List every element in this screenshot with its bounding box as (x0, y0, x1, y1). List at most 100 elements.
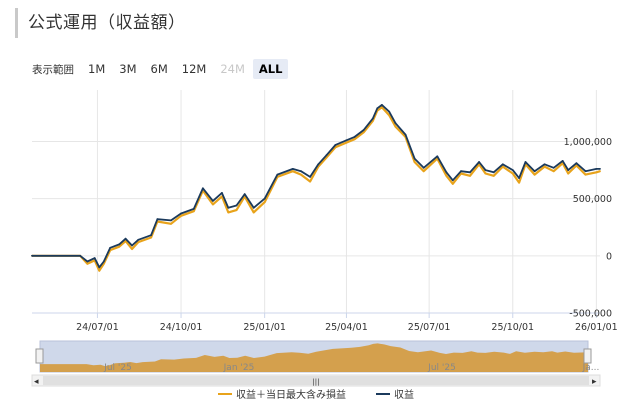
scrollbar[interactable]: ◂ ▸ ||| (31, 374, 601, 387)
series-1-point (345, 141, 348, 144)
series-2-point (381, 104, 383, 106)
x-tick-label: 24/10/01 (160, 322, 203, 333)
y-tick-label: 500,000 (573, 194, 612, 205)
series-1-point (501, 165, 504, 168)
series-1-point (451, 182, 454, 185)
x-axis-ticks: 24/07/01 24/10/01 25/01/01 25/04/01 25/07/01… (76, 322, 618, 333)
series-2-point (235, 204, 238, 207)
scrollbar-thumb[interactable] (43, 376, 589, 385)
series-1-point (227, 211, 230, 214)
series-1-point (533, 173, 536, 176)
legend-label-1: 収益＋当日最大含み損益 (236, 388, 346, 401)
range-button-12m[interactable]: 12M (181, 62, 207, 76)
plot-area (31, 104, 601, 272)
series-1-point (86, 262, 89, 265)
series-1-point (422, 170, 425, 173)
series-line-2 (32, 104, 600, 269)
range-button-3m[interactable]: 3M (119, 62, 137, 76)
grip-lines-icon[interactable]: ||| (312, 378, 319, 386)
series-1-point (170, 222, 172, 225)
navigator-tick-label: Jul '25 (103, 363, 132, 373)
series-2-point (345, 139, 348, 142)
series-2-point (595, 168, 598, 170)
y-tick-label: -500,000 (569, 309, 612, 320)
series-2-point (511, 169, 514, 172)
series-line-1 (32, 106, 601, 272)
series-1-point (413, 161, 416, 163)
series-1-point (595, 171, 598, 174)
series-2-point (98, 266, 101, 269)
scroll-right-arrow-icon[interactable]: ▸ (592, 377, 597, 387)
page-title: 公式運用（収益額） (28, 13, 186, 33)
series-2-point (300, 170, 302, 173)
series-2-point (202, 187, 204, 190)
series-1-point (381, 106, 383, 109)
series-2-point (291, 168, 294, 170)
navigator-handle-left[interactable] (35, 348, 44, 364)
range-button-all[interactable]: ALL (252, 59, 289, 79)
series-2-point (243, 193, 246, 196)
series-2-point (212, 200, 214, 202)
series-2-point (180, 212, 182, 215)
series-2-point (469, 171, 471, 174)
series-1-point (150, 236, 153, 239)
navigator[interactable]: Jul '25 Jan '25 Jul '25 Ja... (35, 340, 599, 373)
range-button-1m[interactable]: 1M (88, 62, 106, 76)
series-1-point (309, 180, 311, 183)
series-2-point (484, 169, 487, 172)
range-selector-label: 表示範囲 (32, 63, 74, 76)
title-bar: 公式運用（収益額） (15, 8, 186, 38)
series-2-point (518, 177, 520, 180)
series-1-point (575, 164, 578, 167)
series-1-point (98, 269, 101, 272)
series-2-point (445, 171, 448, 174)
series-1-point (599, 170, 601, 173)
series-1-point (300, 173, 302, 176)
series-2-point (394, 122, 397, 125)
series-1-point (325, 156, 328, 159)
series-1-point (180, 214, 182, 217)
series-2-point (118, 243, 121, 246)
scroll-left-arrow-icon[interactable]: ◂ (34, 377, 39, 387)
series-2-point (276, 173, 279, 176)
range-button-24m: 24M (220, 62, 245, 76)
x-tick-label: 25/01/01 (243, 322, 286, 333)
navigator-tick-label: Jan '25 (223, 363, 255, 373)
series-1-point (252, 211, 255, 214)
series-1-point (469, 174, 471, 177)
series-2-point (317, 163, 320, 166)
series-2-point (478, 161, 480, 163)
series-1-point (484, 172, 487, 175)
series-1-point (124, 240, 127, 242)
series-2-point (561, 160, 564, 162)
navigator-ticks: Jul '25 Jan '25 Jul '25 Ja... (103, 363, 599, 373)
series-1-point (118, 245, 121, 248)
series-1-point (511, 172, 514, 175)
x-tick-label: 25/07/01 (408, 322, 451, 333)
series-1-point (445, 174, 448, 177)
series-2-point (436, 155, 439, 158)
series-2-point (124, 237, 127, 240)
series-2-point (584, 170, 587, 173)
series-2-point (567, 169, 570, 172)
navigator-area (40, 343, 588, 372)
series-2-point (460, 170, 462, 173)
series-2-point (599, 168, 601, 170)
series-1-point (131, 248, 133, 250)
range-button-6m[interactable]: 6M (150, 62, 168, 76)
series-2-point (221, 192, 223, 194)
series-1-point (552, 170, 555, 173)
navigator-handle-right[interactable] (583, 348, 592, 364)
series-2-point (86, 260, 89, 263)
series-2-point (353, 136, 356, 138)
y-tick-label: 1,000,000 (564, 137, 612, 148)
legend-label-2: 収益 (394, 388, 414, 401)
series-1-point (291, 170, 294, 173)
series-1-point (567, 172, 570, 175)
series-1-point (362, 131, 365, 134)
series-2-point (170, 219, 172, 222)
series-2-point (575, 162, 578, 165)
navigator-tick-label: Ja... (582, 363, 600, 373)
series-2-point (501, 163, 504, 166)
